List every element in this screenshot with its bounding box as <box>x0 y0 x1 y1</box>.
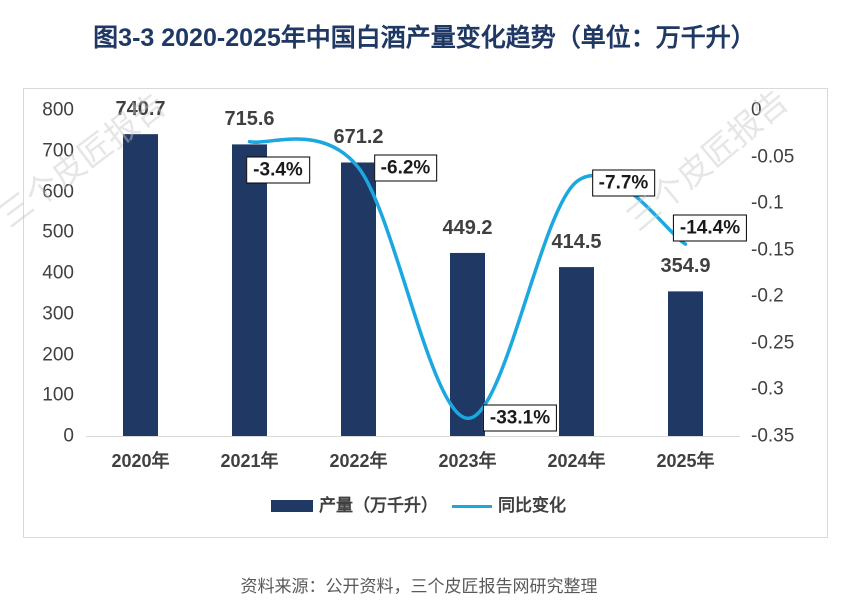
y2-axis-tick-label: -0.05 <box>751 146 795 168</box>
x-axis-tick-label: 2021年 <box>220 451 279 471</box>
bar-value-label: 354.9 <box>660 255 711 278</box>
y-axis-tick-label: 800 <box>42 99 74 121</box>
y2-axis-tick-label: -0.15 <box>751 239 795 261</box>
legend-label-production: 产量（万千升） <box>319 496 438 515</box>
legend-bar-swatch <box>271 500 313 512</box>
production-bar <box>668 291 703 436</box>
y2-axis-tick-label: 0 <box>751 99 762 121</box>
production-bar <box>559 267 594 436</box>
yoy-data-label: -7.7% <box>591 169 656 197</box>
x-axis-tick-label: 2020年 <box>111 451 170 471</box>
legend-item-yoy-change: 同比变化 <box>452 496 566 516</box>
bar-value-label: 449.2 <box>442 216 493 239</box>
x-axis-tick-label: 2023年 <box>438 451 497 471</box>
y2-axis-tick-label: -0.25 <box>751 332 795 354</box>
yoy-data-label: -6.2% <box>373 154 438 182</box>
legend: 产量（万千升） 同比变化 <box>16 496 821 516</box>
production-bar <box>341 162 376 436</box>
y2-axis-tick-label: -0.2 <box>751 285 784 307</box>
y2-axis-tick-label: -0.3 <box>751 378 784 400</box>
source-note: 资料来源：公开资料，三个皮匠报告网研究整理 <box>240 577 598 596</box>
bar-value-label: 740.7 <box>115 98 166 121</box>
y-axis-tick-label: 600 <box>42 181 74 202</box>
legend-label-yoy-change: 同比变化 <box>498 496 566 515</box>
y-axis-tick-label: 300 <box>42 303 74 325</box>
y2-axis-tick-label: -0.35 <box>751 425 795 447</box>
y-axis-tick-label: 700 <box>42 140 74 162</box>
y-axis-tick-label: 0 <box>63 425 74 447</box>
yoy-data-label: -33.1% <box>482 404 558 432</box>
y-axis-tick-label: 100 <box>42 384 74 406</box>
y-axis-tick-label: 500 <box>42 221 74 243</box>
y2-axis-tick-label: -0.1 <box>751 192 784 214</box>
yoy-data-label: -3.4% <box>246 156 310 184</box>
x-axis-tick-label: 2024年 <box>547 451 606 471</box>
production-bar <box>123 134 158 437</box>
yoy-data-label: -14.4% <box>672 214 748 242</box>
bar-value-label: 671.2 <box>333 126 384 149</box>
y-axis-tick-label: 200 <box>42 344 74 365</box>
x-axis-tick-label: 2025年 <box>656 451 715 471</box>
x-axis-tick-label: 2022年 <box>329 451 388 471</box>
y-axis-tick-label: 400 <box>42 262 74 284</box>
bar-value-label: 715.6 <box>224 108 275 131</box>
production-bar <box>450 252 485 436</box>
production-bar <box>232 144 267 436</box>
bar-value-label: 414.5 <box>551 231 602 254</box>
legend-item-production: 产量（万千升） <box>271 496 438 516</box>
legend-line-swatch <box>452 504 492 508</box>
chart-title: 图3-3 2020-2025年中国白酒产量变化趋势（单位：万千升） <box>93 24 756 52</box>
